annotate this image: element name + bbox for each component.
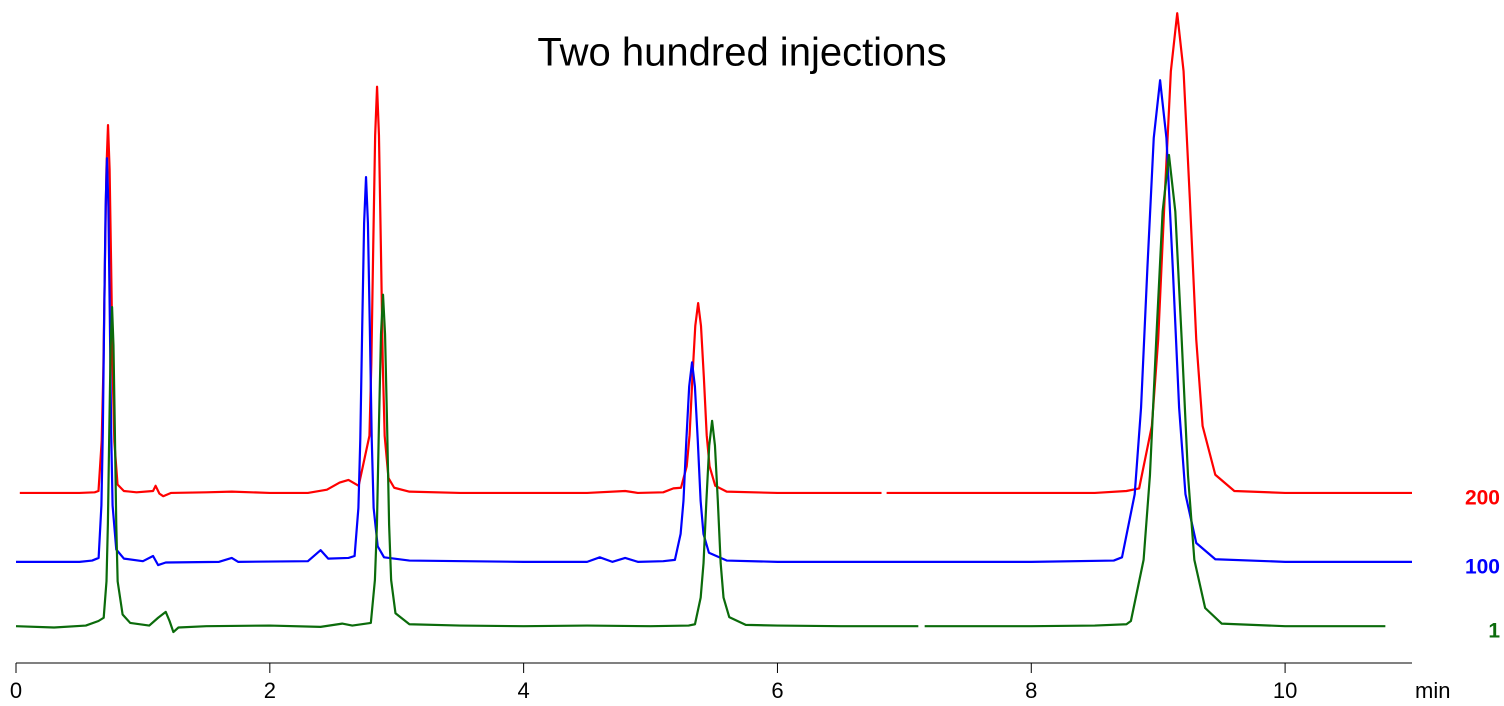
- x-tick-label: 6: [771, 678, 783, 703]
- x-tick-label: 8: [1025, 678, 1037, 703]
- x-tick-label: 2: [264, 678, 276, 703]
- series-label: 200: [1465, 486, 1500, 509]
- series-label: 1: [1488, 620, 1500, 643]
- x-tick-label: 4: [518, 678, 530, 703]
- x-axis-label: min: [1415, 678, 1450, 703]
- x-tick-label: 0: [10, 678, 22, 703]
- x-tick-label: 10: [1273, 678, 1297, 703]
- chart-title: Two hundred injections: [537, 31, 946, 75]
- trace-line: [15, 153, 1386, 634]
- series-label: 100: [1465, 555, 1500, 578]
- trace-line: [16, 79, 1412, 567]
- trace-line: [19, 12, 1412, 498]
